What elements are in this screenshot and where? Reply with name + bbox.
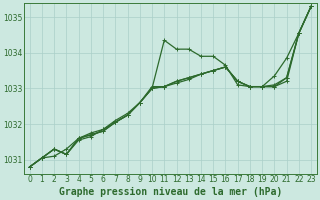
X-axis label: Graphe pression niveau de la mer (hPa): Graphe pression niveau de la mer (hPa) xyxy=(59,187,282,197)
